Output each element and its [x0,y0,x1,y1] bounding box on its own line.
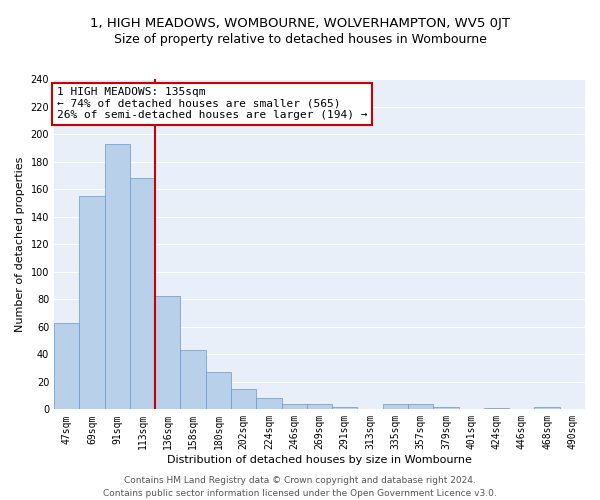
Text: 1 HIGH MEADOWS: 135sqm
← 74% of detached houses are smaller (565)
26% of semi-de: 1 HIGH MEADOWS: 135sqm ← 74% of detached… [56,88,367,120]
Bar [535,406,560,410]
Bar [256,398,281,409]
Bar [181,350,206,410]
Bar [281,404,307,409]
Text: Size of property relative to detached houses in Wombourne: Size of property relative to detached ho… [113,32,487,46]
Bar [433,406,458,410]
Bar [104,144,130,410]
Bar [332,406,358,410]
Bar [231,388,256,409]
Bar [383,404,408,409]
Bar [130,178,155,410]
Text: Contains HM Land Registry data © Crown copyright and database right 2024.
Contai: Contains HM Land Registry data © Crown c… [103,476,497,498]
X-axis label: Distribution of detached houses by size in Wombourne: Distribution of detached houses by size … [167,455,472,465]
Bar [307,404,332,409]
Bar [484,408,509,410]
Y-axis label: Number of detached properties: Number of detached properties [15,156,25,332]
Bar [155,296,181,410]
Bar [206,372,231,410]
Bar [408,404,433,409]
Text: 1, HIGH MEADOWS, WOMBOURNE, WOLVERHAMPTON, WV5 0JT: 1, HIGH MEADOWS, WOMBOURNE, WOLVERHAMPTO… [90,18,510,30]
Bar [54,322,79,410]
Bar [79,196,104,410]
